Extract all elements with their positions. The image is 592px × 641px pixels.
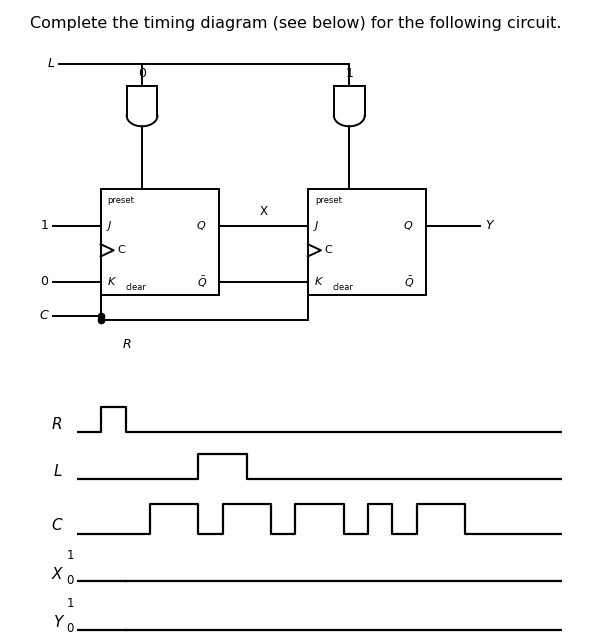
Text: clear: clear <box>333 283 353 292</box>
Text: $\bar{Q}$: $\bar{Q}$ <box>404 274 414 290</box>
Text: J: J <box>315 221 318 231</box>
Text: 0: 0 <box>40 276 49 288</box>
Text: K: K <box>108 277 115 287</box>
Text: L: L <box>47 57 54 70</box>
Text: R: R <box>52 417 62 432</box>
Bar <box>101 188 219 295</box>
Text: Y: Y <box>485 219 493 232</box>
Text: 0: 0 <box>67 622 74 635</box>
Text: Q: Q <box>404 221 413 231</box>
Text: C: C <box>40 309 49 322</box>
Text: $\bar{Q}$: $\bar{Q}$ <box>197 274 207 290</box>
Text: clear: clear <box>126 283 146 292</box>
Text: L: L <box>54 464 62 479</box>
Text: C: C <box>52 518 62 533</box>
Text: Complete the timing diagram (see below) for the following circuit.: Complete the timing diagram (see below) … <box>30 16 562 31</box>
Text: 0: 0 <box>67 574 74 587</box>
Text: Y: Y <box>53 615 62 629</box>
Bar <box>308 188 426 295</box>
Text: preset: preset <box>108 196 134 204</box>
Text: 1: 1 <box>41 219 49 232</box>
Text: 0: 0 <box>138 67 146 80</box>
Text: K: K <box>315 277 322 287</box>
Text: X: X <box>259 206 268 219</box>
Text: 1: 1 <box>345 67 353 80</box>
Text: J: J <box>108 221 111 231</box>
Text: 1: 1 <box>66 549 74 562</box>
Text: preset: preset <box>315 196 342 204</box>
Text: C: C <box>117 246 125 255</box>
Text: C: C <box>324 246 332 255</box>
Text: R: R <box>123 338 131 351</box>
Text: Q: Q <box>197 221 205 231</box>
Text: 1: 1 <box>66 597 74 610</box>
Text: X: X <box>52 567 62 581</box>
